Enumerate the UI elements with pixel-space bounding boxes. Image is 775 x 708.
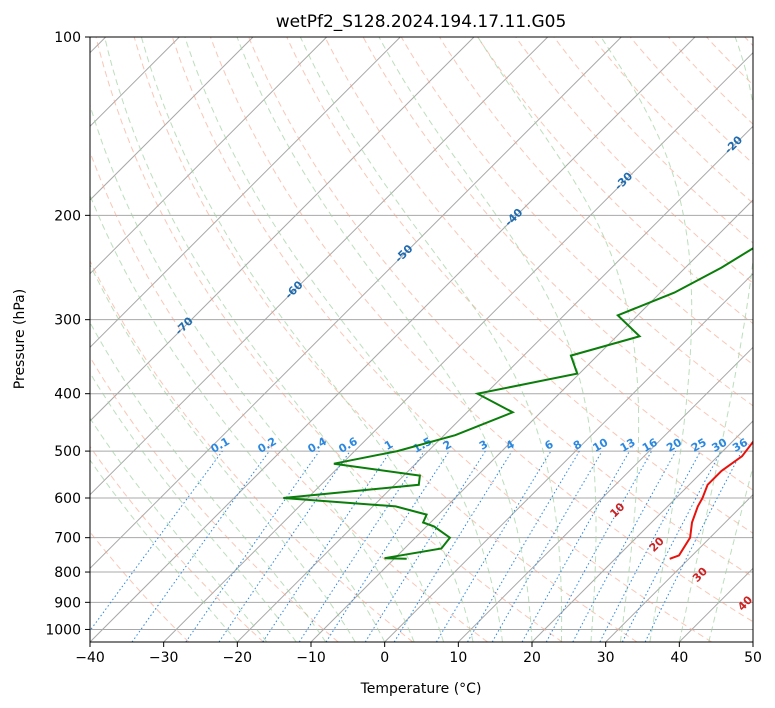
moist-adiabat-line [90,193,386,642]
x-tick-label: −10 [296,650,326,666]
moist-adiabat-line [90,417,268,642]
y-tick-label: 700 [54,531,81,547]
mixing-ratio-line [90,450,223,632]
isotherm-line [531,420,753,642]
y-tick-label: 200 [54,208,81,224]
y-tick-label: 500 [54,444,81,460]
mixing-ratio-line [545,450,653,642]
moist-adiabat-line [708,465,753,642]
isotherm-line [384,272,753,642]
mixing-ratio-line [131,450,270,642]
moist-adiabat-line [299,37,563,642]
isotherm-line [90,37,549,496]
y-tick-label: 400 [54,387,81,403]
moist-adiabat-line [90,263,356,642]
moist-adiabat-line [678,37,753,642]
x-tick-label: −20 [223,650,253,666]
chart-title: wetPf2_S128.2024.194.17.11.G05 [276,12,567,32]
x-tick-label: 0 [380,650,389,666]
x-tick-label: −30 [149,650,179,666]
moist-adiabat-line [236,37,533,642]
x-axis-ticks: −40 −30 −20 −10 0 10 20 30 40 50 [75,642,762,666]
isotherm-line [90,37,401,349]
x-axis-label: Temperature (°C) [360,681,482,697]
x-tick-label: 20 [523,650,541,666]
dry-adiabat-line [90,259,414,642]
moist-adiabat-line [600,37,693,642]
y-tick-label: 900 [54,595,81,611]
dry-adiabat-line [171,37,712,642]
moist-adiabat-line [90,372,297,642]
mixing-ratio-line [572,450,677,642]
sounding-profiles [283,247,753,560]
isotherm-line [90,37,696,642]
dewpoint-profile-line [283,247,753,560]
y-tick-label: 1000 [45,622,81,638]
dry-adiabat-line [515,37,753,284]
dry-adiabat-line [209,37,753,623]
isotherm-line [236,125,753,642]
mixing-ratio-line [393,450,513,642]
x-tick-label: 10 [449,650,467,666]
moist-adiabat-line [184,37,503,642]
y-tick-label: 300 [54,313,81,329]
y-axis-label: Pressure (hPa) [12,289,28,389]
mixing-ratio-line [218,450,351,642]
isotherm-line [605,493,753,642]
moist-adiabat-line [477,37,640,642]
dry-adiabat-line [400,37,753,407]
mixing-ratio-line [298,450,425,642]
temperature-profile-line [669,440,753,560]
dry-adiabat-line [133,37,638,642]
dry-adiabat-line [553,37,753,244]
y-tick-label: 800 [54,565,81,581]
x-tick-label: 50 [744,650,762,666]
mixing-ratio-line [325,450,450,642]
plot-frame [89,36,754,643]
isotherm-line [457,346,753,642]
moist-adiabat-line [140,37,474,642]
x-tick-label: 40 [670,650,688,666]
dry-adiabat-line [324,37,753,491]
dry-adiabat-line [248,37,753,578]
moist-adiabat-line [90,459,238,642]
y-tick-label: 600 [54,491,81,507]
y-axis-ticks: 100 200 300 400 500 600 700 800 900 1000 [45,30,90,638]
dry-adiabat-line [438,37,753,366]
dry-adiabat-line [286,37,753,534]
dry-adiabat-line [90,445,264,642]
mixing-ratio-line [185,450,320,642]
isotherm-line [90,37,622,570]
moist-adiabat-line [90,103,415,642]
background-lines [90,37,753,642]
moist-adiabat-line [104,37,445,642]
dry-adiabat-line [90,150,488,642]
dry-adiabat-line [95,37,563,642]
dry-adiabat-line [362,37,753,449]
moist-adiabat-line [90,321,327,642]
dry-adiabat-line [629,37,753,165]
x-tick-label: −40 [75,650,105,666]
isotherm-line [163,51,753,642]
isotherm-line [90,37,475,422]
mixing-ratio-line [644,450,743,642]
x-tick-label: 30 [597,650,615,666]
isotherm-line [90,37,254,201]
mixing-ratio-line [521,450,630,642]
moist-adiabat-line [378,37,597,642]
y-tick-label: 100 [54,30,81,46]
mixing-ratio-line [262,450,392,642]
